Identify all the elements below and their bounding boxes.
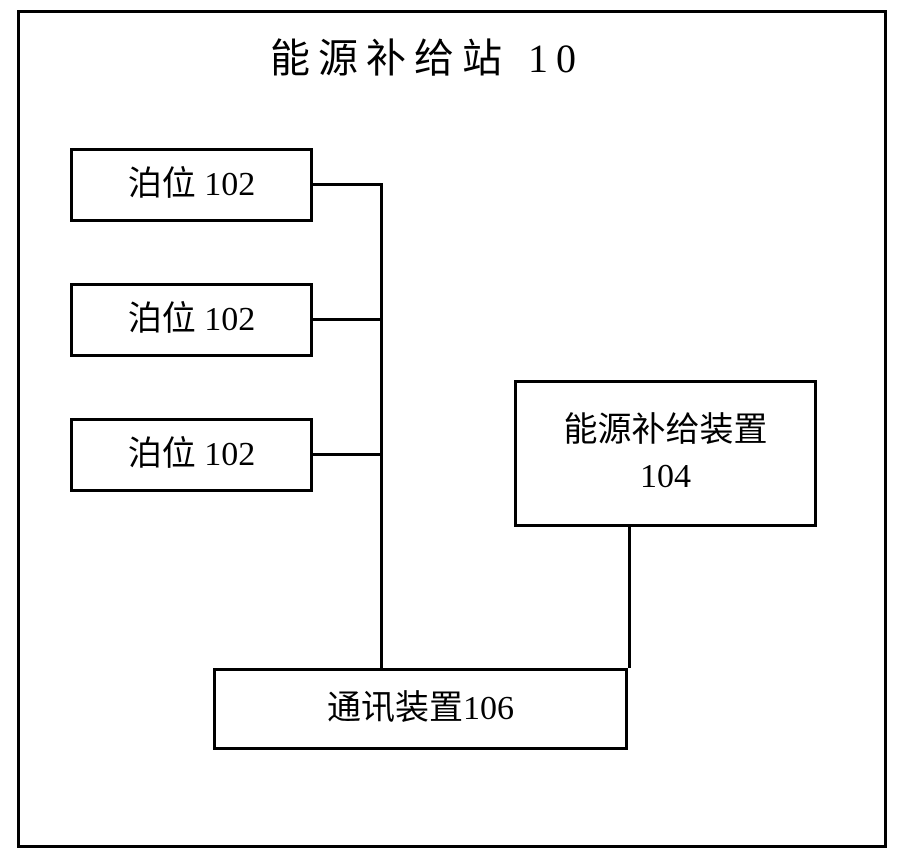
comm-device-label: 通讯装置106 <box>327 686 514 732</box>
berth-node-2: 泊位 102 <box>70 283 313 357</box>
berth2-connector <box>313 318 383 321</box>
diagram-title: 能源补给站 10 <box>270 26 584 84</box>
supply-device-node: 能源补给装置 104 <box>514 380 817 527</box>
berth-node-3: 泊位 102 <box>70 418 313 492</box>
berth-node-3-label: 泊位 102 <box>128 432 256 478</box>
berth3-connector <box>313 453 383 456</box>
vertical-bus-line <box>380 183 383 668</box>
supply-connector <box>628 527 631 668</box>
berth-node-1: 泊位 102 <box>70 148 313 222</box>
supply-device-label: 能源补给装置 104 <box>564 408 768 500</box>
berth1-connector <box>313 183 383 186</box>
diagram-canvas: 能源补给站 10 泊位 102 泊位 102 泊位 102 能源补给装置 104… <box>0 0 902 861</box>
berth-node-2-label: 泊位 102 <box>128 297 256 343</box>
comm-device-node: 通讯装置106 <box>213 668 628 750</box>
berth-node-1-label: 泊位 102 <box>128 162 256 208</box>
